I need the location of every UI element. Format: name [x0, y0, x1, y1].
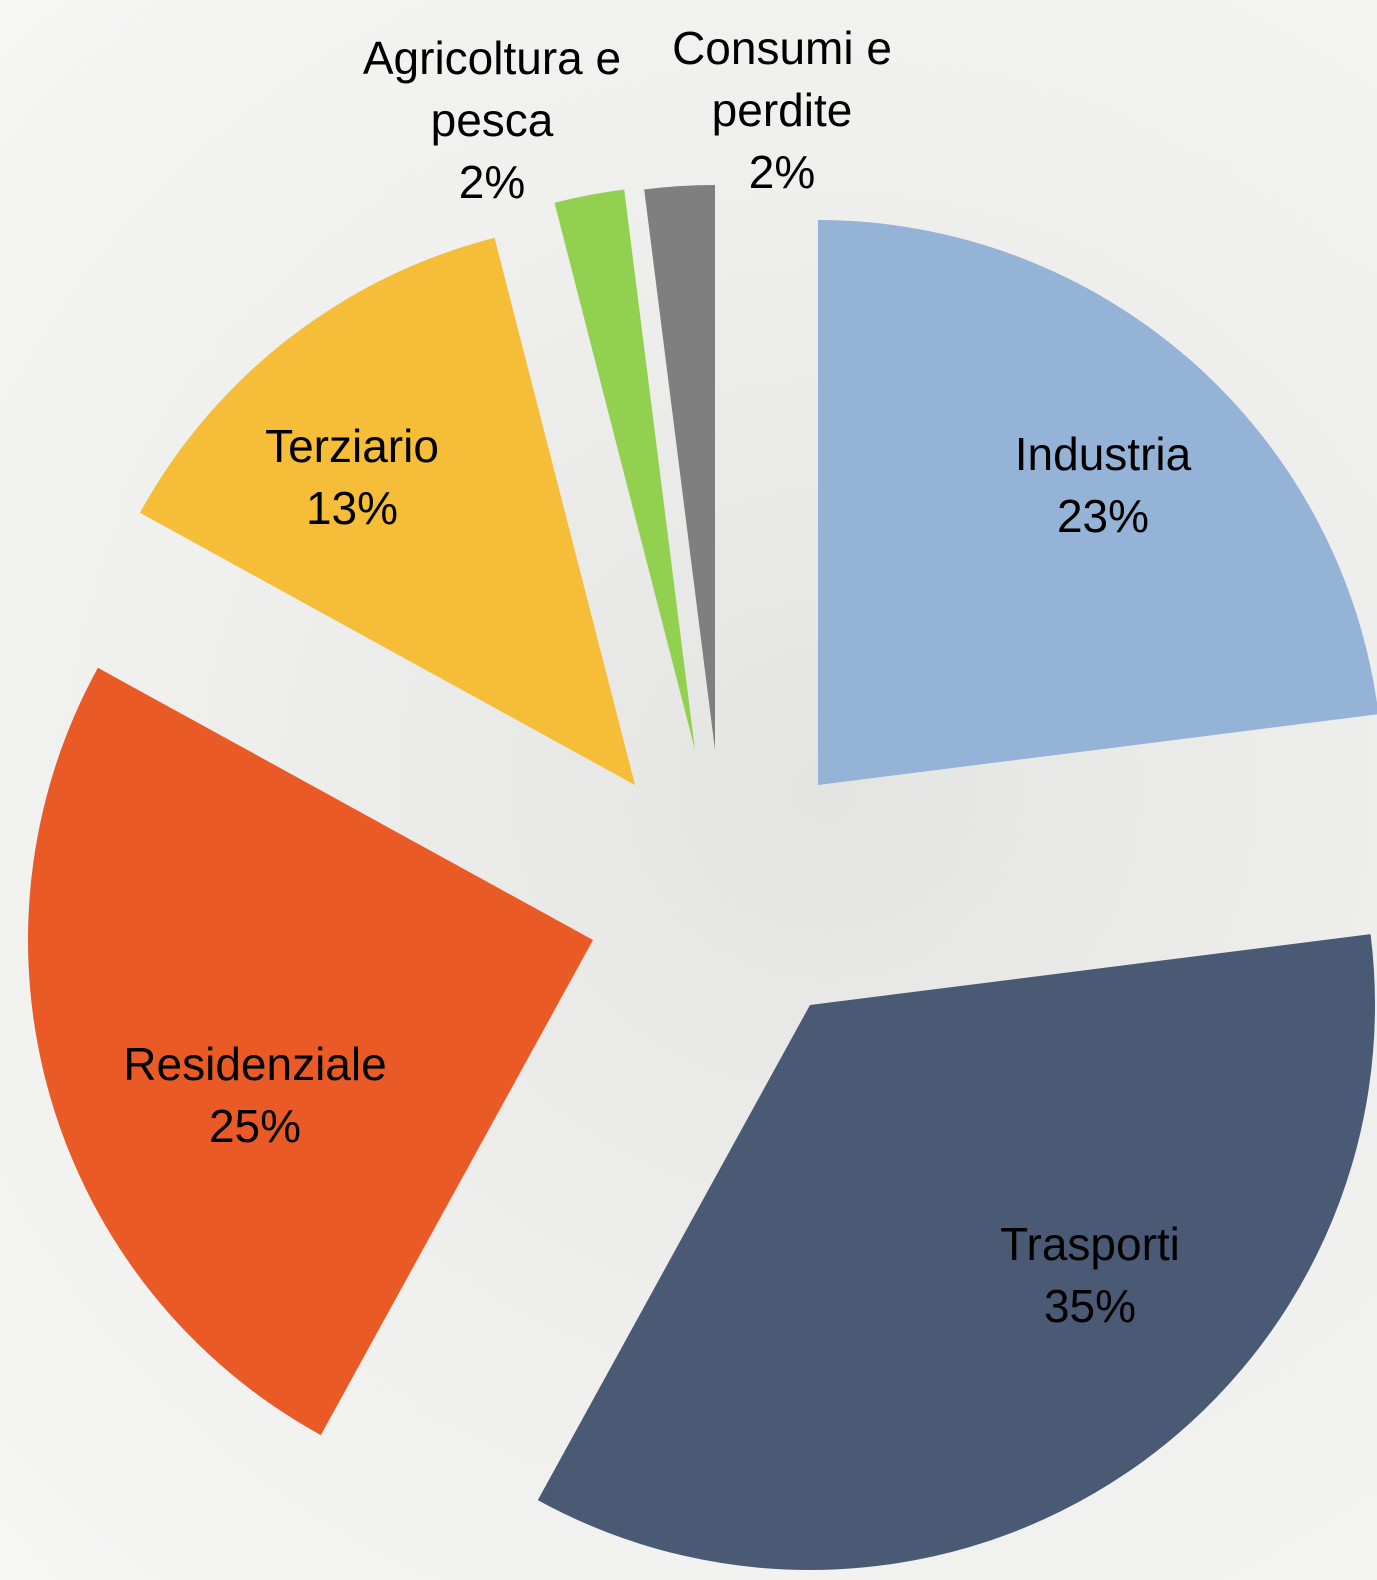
pie-slice — [139, 237, 635, 786]
category-label: Residenziale — [123, 1038, 387, 1090]
value-label: 2% — [458, 156, 526, 208]
category-label: Agricoltura e pesca — [362, 32, 622, 146]
value-label: 23% — [1056, 490, 1150, 542]
pie-slice — [27, 667, 593, 1436]
value-label: 2% — [748, 146, 816, 198]
slice-label: Terziario 13% — [152, 415, 552, 539]
slice-label: Agricoltura e pesca 2% — [332, 27, 652, 213]
pie-slice — [644, 185, 715, 750]
category-label: Consumi e perdite — [672, 22, 892, 136]
slice-label: Residenziale 25% — [55, 1033, 455, 1157]
slice-label: Trasporti 35% — [890, 1213, 1290, 1337]
category-label: Terziario — [265, 420, 439, 472]
value-label: 13% — [305, 482, 399, 534]
category-label: Industria — [1014, 428, 1192, 480]
value-label: 25% — [208, 1100, 302, 1152]
slice-label: Consumi e perdite 2% — [647, 17, 917, 203]
value-label: 35% — [1043, 1280, 1137, 1332]
pie-slice — [537, 934, 1375, 1570]
slice-label: Industria 23% — [903, 423, 1303, 547]
pie-slice — [818, 220, 1377, 785]
category-label: Trasporti — [1000, 1218, 1180, 1270]
pie-slice — [554, 189, 695, 750]
